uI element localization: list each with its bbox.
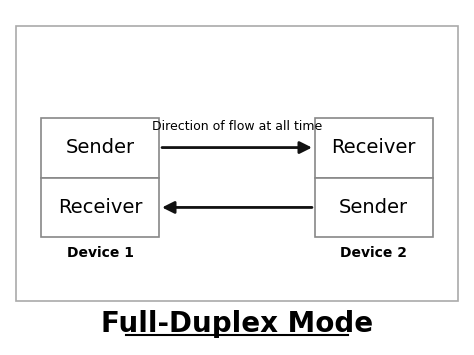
FancyBboxPatch shape [41, 118, 159, 178]
Text: Direction of flow at all time: Direction of flow at all time [152, 120, 322, 133]
Text: Full-Duplex Mode: Full-Duplex Mode [101, 310, 373, 338]
Text: Sender: Sender [66, 138, 135, 157]
FancyBboxPatch shape [41, 178, 159, 237]
Text: Receiver: Receiver [331, 138, 416, 157]
FancyBboxPatch shape [315, 118, 433, 178]
Text: Device 2: Device 2 [340, 246, 407, 260]
Text: Device 1: Device 1 [67, 246, 134, 260]
Text: Receiver: Receiver [58, 198, 143, 217]
FancyBboxPatch shape [16, 26, 458, 301]
Text: Sender: Sender [339, 198, 408, 217]
FancyBboxPatch shape [315, 178, 433, 237]
